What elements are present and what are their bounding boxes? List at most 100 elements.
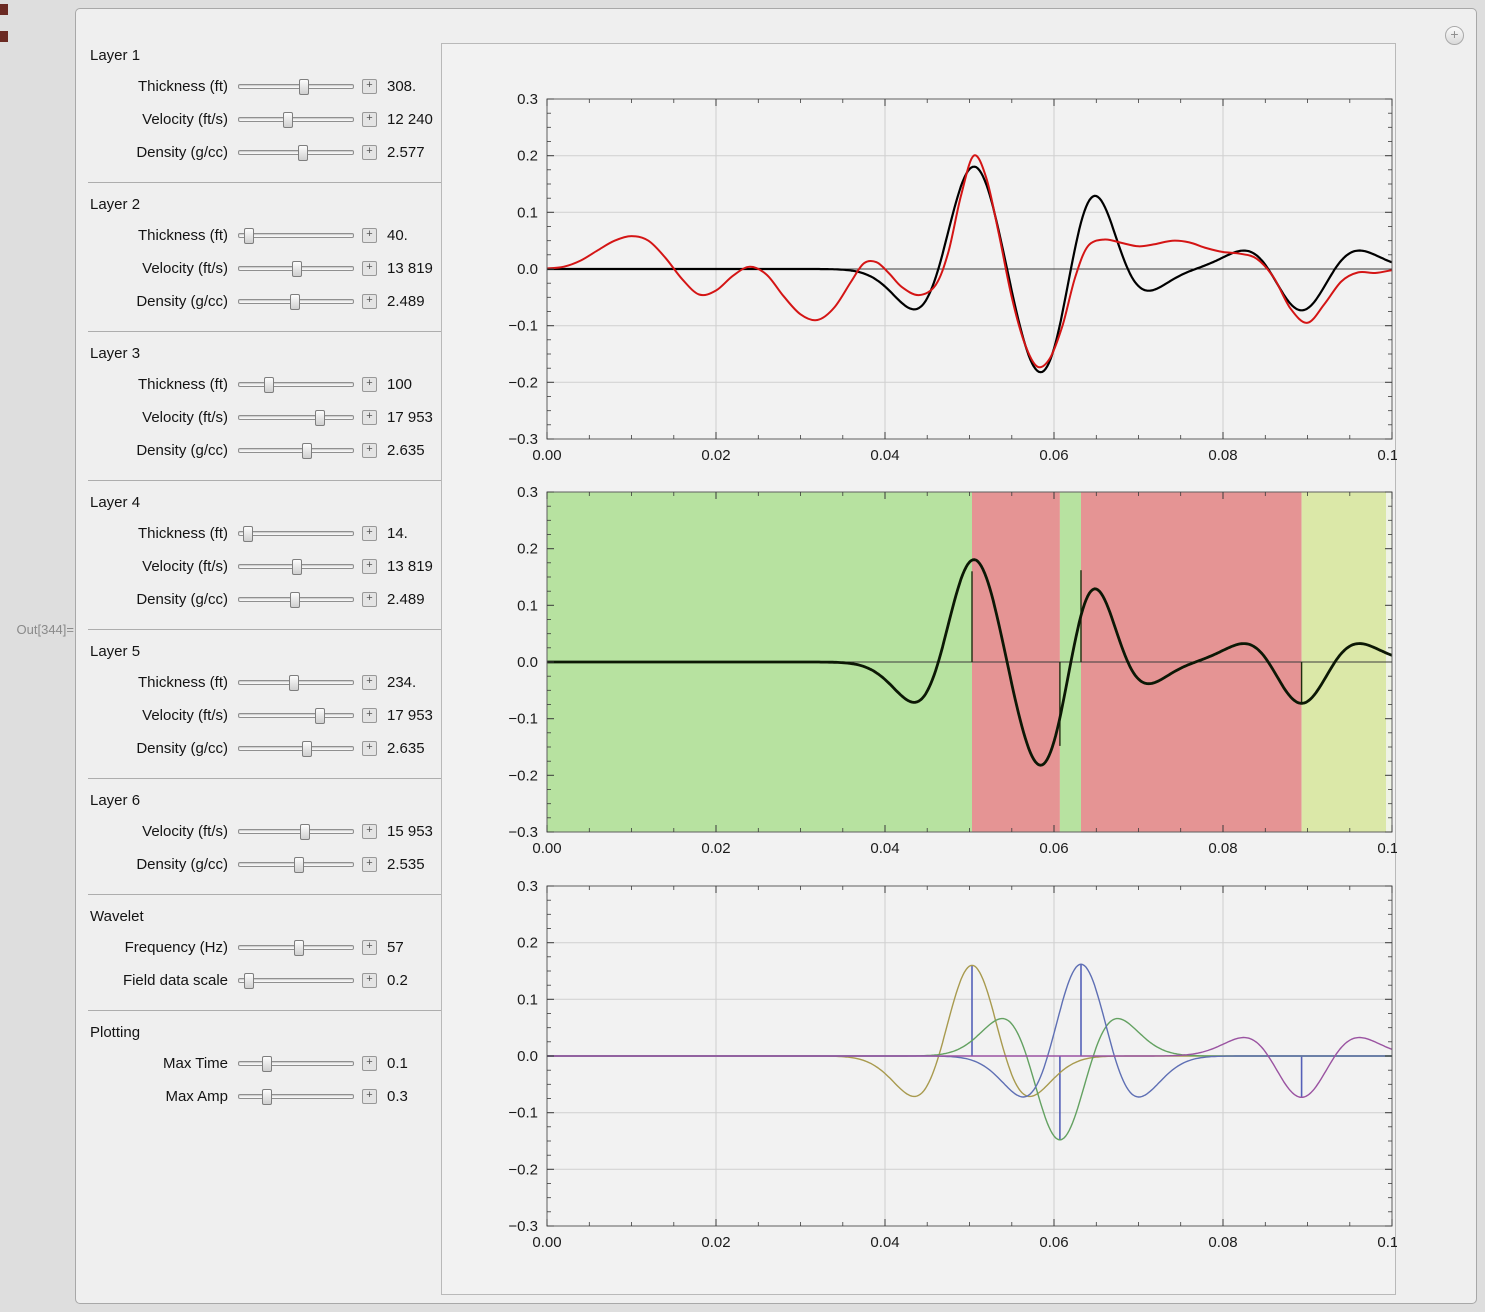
- slider-thumb[interactable]: [261, 1089, 272, 1105]
- layer-6-velocity-ft-s-slider[interactable]: [238, 823, 354, 840]
- slider-value: 308.: [387, 78, 417, 95]
- slider-label: Velocity (ft/s): [142, 707, 228, 724]
- svg-text:0.04: 0.04: [870, 840, 899, 857]
- control-row-velocity-ft-s: Velocity (ft/s) +17 953: [88, 401, 444, 434]
- slider-expander-button[interactable]: +: [362, 112, 377, 127]
- slider-expander-button[interactable]: +: [362, 377, 377, 392]
- svg-text:−0.1: −0.1: [508, 711, 538, 728]
- control-row-thickness-ft: Thickness (ft) +40.: [88, 219, 444, 252]
- plotting-max-time-slider[interactable]: [238, 1055, 354, 1072]
- layer-1-velocity-ft-s-slider[interactable]: [238, 111, 354, 128]
- slider-thumb[interactable]: [288, 675, 299, 691]
- slider-expander-button[interactable]: +: [362, 294, 377, 309]
- layer-2-density-g-cc-slider[interactable]: [238, 293, 354, 310]
- slider-thumb[interactable]: [315, 410, 326, 426]
- slider-label: Velocity (ft/s): [142, 558, 228, 575]
- slider-expander-button[interactable]: +: [362, 708, 377, 723]
- slider-thumb[interactable]: [282, 112, 293, 128]
- slider-track[interactable]: [238, 233, 354, 238]
- control-row-thickness-ft: Thickness (ft) +308.: [88, 70, 444, 103]
- slider-track[interactable]: [238, 978, 354, 983]
- slider-expander-button[interactable]: +: [362, 857, 377, 872]
- layer-4-thickness-ft-slider[interactable]: [238, 525, 354, 542]
- slider-track[interactable]: [238, 1094, 354, 1099]
- layer-4-velocity-ft-s-slider[interactable]: [238, 558, 354, 575]
- control-section-layer-1: Layer 1 Thickness (ft) +308. Velocity (ft/s…: [88, 47, 444, 169]
- slider-expander-button[interactable]: +: [362, 410, 377, 425]
- slider-thumb[interactable]: [244, 973, 255, 989]
- layer-5-velocity-ft-s-slider[interactable]: [238, 707, 354, 724]
- control-row-velocity-ft-s: Velocity (ft/s) +17 953: [88, 699, 444, 732]
- layer-6-density-g-cc-slider[interactable]: [238, 856, 354, 873]
- slider-expander-button[interactable]: +: [362, 675, 377, 690]
- slider-track[interactable]: [238, 415, 354, 420]
- control-row-velocity-ft-s: Velocity (ft/s) +13 819: [88, 550, 444, 583]
- slider-thumb[interactable]: [298, 79, 309, 95]
- slider-thumb[interactable]: [289, 294, 300, 310]
- slider-track[interactable]: [238, 531, 354, 536]
- slider-track[interactable]: [238, 829, 354, 834]
- slider-track[interactable]: [238, 746, 354, 751]
- svg-text:0.02: 0.02: [701, 840, 730, 857]
- wavelet-field-data-scale-slider[interactable]: [238, 972, 354, 989]
- slider-expander-button[interactable]: +: [362, 526, 377, 541]
- control-row-density-g-cc: Density (g/cc) +2.577: [88, 136, 444, 169]
- slider-expander-button[interactable]: +: [362, 824, 377, 839]
- control-row-frequency-hz: Frequency (Hz) +57: [88, 931, 444, 964]
- plotting-max-amp-slider[interactable]: [238, 1088, 354, 1105]
- control-row-density-g-cc: Density (g/cc) +2.489: [88, 583, 444, 616]
- slider-track[interactable]: [238, 382, 354, 387]
- slider-track[interactable]: [238, 1061, 354, 1066]
- layer-5-density-g-cc-slider[interactable]: [238, 740, 354, 757]
- slider-track[interactable]: [238, 150, 354, 155]
- slider-label: Velocity (ft/s): [142, 111, 228, 128]
- slider-thumb[interactable]: [294, 857, 305, 873]
- slider-track[interactable]: [238, 117, 354, 122]
- slider-expander-button[interactable]: +: [362, 79, 377, 94]
- layer-4-density-g-cc-slider[interactable]: [238, 591, 354, 608]
- slider-thumb[interactable]: [292, 559, 302, 575]
- slider-thumb[interactable]: [302, 741, 313, 757]
- slider-expander-button[interactable]: +: [362, 973, 377, 988]
- layer-1-thickness-ft-slider[interactable]: [238, 78, 354, 95]
- slider-expander-button[interactable]: +: [362, 145, 377, 160]
- slider-thumb[interactable]: [297, 145, 308, 161]
- slider-thumb[interactable]: [300, 824, 311, 840]
- slider-thumb[interactable]: [261, 1056, 272, 1072]
- slider-expander-button[interactable]: +: [362, 741, 377, 756]
- slider-expander-button[interactable]: +: [362, 559, 377, 574]
- slider-thumb[interactable]: [294, 940, 305, 956]
- slider-thumb[interactable]: [292, 261, 302, 277]
- slider-thumb[interactable]: [243, 526, 254, 542]
- slider-thumb[interactable]: [244, 228, 255, 244]
- slider-label: Density (g/cc): [136, 591, 228, 608]
- slider-thumb[interactable]: [315, 708, 326, 724]
- slider-track[interactable]: [238, 448, 354, 453]
- layer-2-velocity-ft-s-slider[interactable]: [238, 260, 354, 277]
- slider-thumb[interactable]: [302, 443, 313, 459]
- slider-expander-button[interactable]: +: [362, 940, 377, 955]
- layer-5-thickness-ft-slider[interactable]: [238, 674, 354, 691]
- section-title: Layer 4: [90, 494, 141, 511]
- slider-track[interactable]: [238, 84, 354, 89]
- manipulate-options-button[interactable]: +: [1445, 26, 1464, 45]
- layer-3-density-g-cc-slider[interactable]: [238, 442, 354, 459]
- layer-1-density-g-cc-slider[interactable]: [238, 144, 354, 161]
- slider-expander-button[interactable]: +: [362, 592, 377, 607]
- wavelet-frequency-hz-slider[interactable]: [238, 939, 354, 956]
- plots-panel: 0.00 0.02 0.04 0.06 0.08 0.10 0.3 0.2 0.1 0.0 −0.1…: [441, 43, 1407, 1295]
- slider-value: 17 953: [387, 409, 433, 426]
- layer-2-thickness-ft-slider[interactable]: [238, 227, 354, 244]
- layer-3-velocity-ft-s-slider[interactable]: [238, 409, 354, 426]
- layer-3-thickness-ft-slider[interactable]: [238, 376, 354, 393]
- slider-thumb[interactable]: [289, 592, 300, 608]
- slider-expander-button[interactable]: +: [362, 1089, 377, 1104]
- slider-thumb[interactable]: [264, 377, 275, 393]
- slider-expander-button[interactable]: +: [362, 261, 377, 276]
- slider-track[interactable]: [238, 713, 354, 718]
- slider-expander-button[interactable]: +: [362, 1056, 377, 1071]
- slider-expander-button[interactable]: +: [362, 443, 377, 458]
- svg-text:−0.1: −0.1: [508, 318, 538, 335]
- svg-text:0.0: 0.0: [517, 261, 538, 278]
- slider-expander-button[interactable]: +: [362, 228, 377, 243]
